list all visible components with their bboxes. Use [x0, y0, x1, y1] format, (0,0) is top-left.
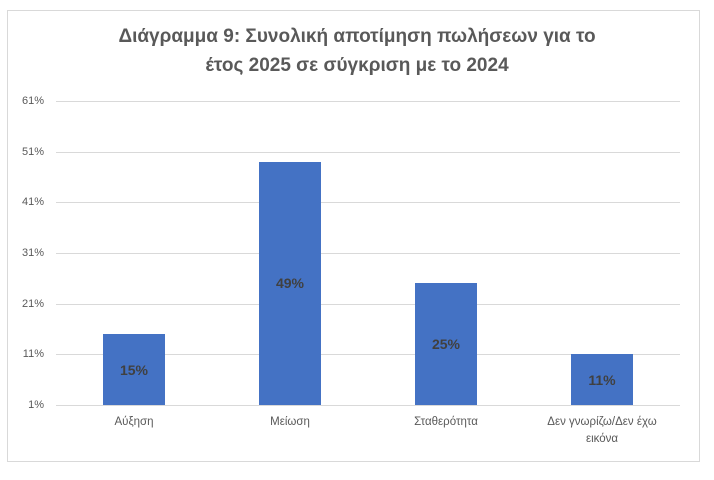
y-axis-tick-label: 1% — [28, 399, 44, 411]
y-axis-tick-label: 21% — [21, 298, 44, 310]
chart-title-line-1: Διάγραμμα 9: Συνολική αποτίμηση πωλήσεων… — [118, 26, 596, 47]
bar — [571, 354, 633, 405]
gridline — [56, 152, 680, 153]
bar — [415, 283, 477, 405]
bar — [103, 334, 165, 405]
y-axis-tick-label: 51% — [21, 146, 44, 158]
y-axis-tick-label: 11% — [22, 348, 44, 360]
bar-data-label: 49% — [275, 275, 305, 291]
gridline — [56, 304, 680, 305]
y-axis-tick-label: 41% — [21, 196, 44, 208]
x-axis-category-label: Αύξηση — [114, 416, 154, 428]
bar-data-label: 11% — [588, 372, 616, 388]
gridline — [56, 405, 680, 406]
gridline — [56, 101, 680, 102]
bar-data-label: 15% — [119, 362, 149, 378]
x-axis-category-label: Σταθερότητα — [414, 416, 478, 428]
chart-title-line-2: έτος 2025 σε σύγκριση με το 2024 — [205, 55, 509, 76]
y-axis-tick-label: 31% — [21, 247, 44, 259]
gridline — [56, 253, 680, 254]
y-axis-tick-label: 61% — [21, 95, 44, 107]
x-axis-category-label: Δεν γνωρίζω/Δεν έχω εικόνα — [547, 416, 657, 445]
bar — [259, 162, 321, 405]
gridline — [56, 202, 680, 203]
gridline — [56, 354, 680, 355]
x-axis-category-label: Μείωση — [270, 416, 310, 428]
chart-title: Διάγραμμα 9: Συνολική αποτίμηση πωλήσεων… — [0, 22, 714, 80]
bar-data-label: 25% — [431, 336, 461, 352]
